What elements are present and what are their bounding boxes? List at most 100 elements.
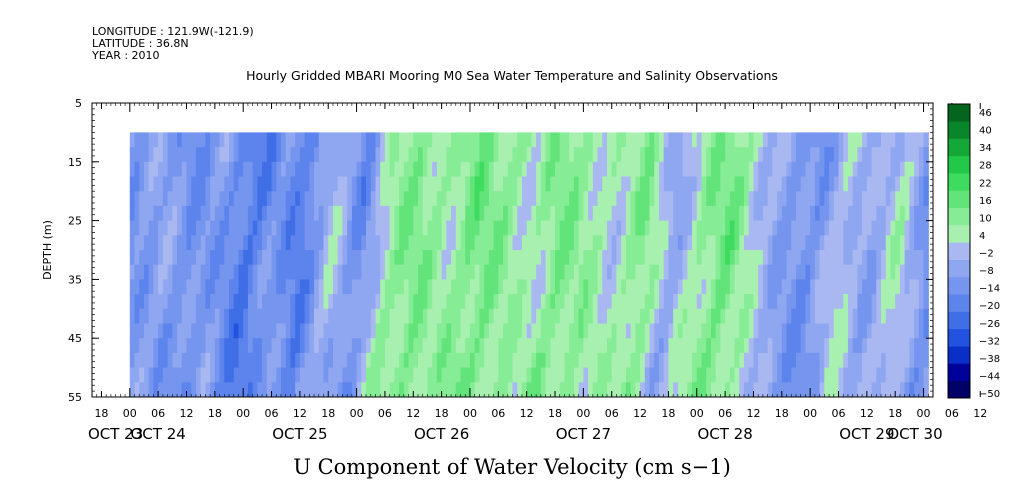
heatmap-cell — [318, 220, 325, 236]
heatmap-cell — [866, 367, 873, 383]
heatmap-cell — [673, 352, 679, 369]
heatmap-cell — [810, 250, 816, 266]
heatmap-cell — [347, 161, 353, 178]
heatmap-cell — [644, 176, 651, 192]
heatmap-cell — [318, 294, 325, 310]
x-tick-label: 18 — [661, 407, 675, 420]
heatmap-cell — [621, 250, 627, 266]
heatmap-cell — [337, 205, 344, 222]
heatmap-cell — [484, 382, 490, 397]
heatmap-cell — [276, 367, 282, 383]
heatmap-cell — [814, 308, 821, 325]
heatmap-cell — [909, 250, 915, 266]
heatmap-cell — [257, 147, 263, 163]
heatmap-cell — [484, 264, 490, 280]
heatmap-cell — [134, 176, 140, 192]
heatmap-cell — [923, 323, 929, 339]
heatmap-cell — [890, 235, 896, 251]
heatmap-cell — [526, 264, 532, 280]
heatmap-cell — [881, 132, 887, 148]
heatmap-cell — [418, 382, 424, 397]
heatmap-cell — [418, 250, 424, 266]
heatmap-cell — [177, 294, 183, 310]
heatmap-cell — [904, 323, 910, 339]
heatmap-cell — [380, 308, 386, 325]
heatmap-cell — [252, 147, 258, 163]
heatmap-cell — [247, 147, 254, 163]
heatmap-cell — [413, 279, 419, 295]
heatmap-cell — [550, 382, 556, 397]
heatmap-cell — [403, 191, 410, 207]
heatmap-cell — [366, 294, 372, 310]
heatmap-cell — [555, 250, 561, 266]
heatmap-cell — [640, 220, 646, 236]
heatmap-cell — [899, 220, 906, 236]
heatmap-cell — [162, 264, 169, 280]
heatmap-cell — [465, 323, 471, 339]
heatmap-cell — [824, 264, 830, 280]
heatmap-cell — [191, 264, 197, 280]
heatmap-cell — [252, 323, 258, 339]
heatmap-cell — [758, 352, 764, 369]
heatmap-cell — [857, 191, 863, 207]
heatmap-cell — [479, 338, 485, 354]
heatmap-cell — [219, 352, 225, 369]
heatmap-cell — [503, 250, 509, 266]
heatmap-cell — [167, 323, 173, 339]
heatmap-cell — [644, 382, 651, 397]
heatmap-cell — [403, 235, 410, 251]
heatmap-cell — [356, 323, 362, 339]
heatmap-cell — [451, 176, 457, 192]
heatmap-cell — [569, 132, 575, 148]
x-day-label: OCT 30 — [887, 425, 942, 443]
heatmap-cell — [219, 294, 225, 310]
heatmap-cell — [824, 250, 830, 266]
heatmap-cell — [720, 338, 726, 354]
heatmap-cell — [271, 308, 277, 325]
heatmap-cell — [200, 161, 206, 178]
colorbar-swatch — [948, 173, 970, 191]
x-tick-label: 12 — [293, 407, 307, 420]
heatmap-cell — [673, 382, 679, 397]
heatmap-cell — [673, 220, 679, 236]
heatmap-cell — [677, 264, 684, 280]
heatmap-cell — [753, 235, 759, 251]
heatmap-cell — [380, 235, 386, 251]
heatmap-cell — [342, 132, 348, 148]
heatmap-cell — [814, 147, 821, 163]
heatmap-cell — [772, 235, 778, 251]
heatmap-cell — [474, 264, 481, 280]
heatmap-cell — [829, 147, 835, 163]
heatmap-cell — [909, 191, 915, 207]
heatmap-cell — [739, 161, 745, 178]
heatmap-cell — [521, 132, 528, 148]
heatmap-cell — [446, 147, 452, 163]
heatmap-cell — [786, 250, 792, 266]
heatmap-cell — [876, 308, 882, 325]
heatmap-cell — [795, 161, 802, 178]
heatmap-cell — [720, 264, 726, 280]
heatmap-cell — [616, 250, 622, 266]
heatmap-cell — [361, 264, 367, 280]
heatmap-cell — [918, 205, 925, 222]
heatmap-cell — [838, 220, 844, 236]
heatmap-cell — [814, 294, 821, 310]
heatmap-cell — [356, 250, 362, 266]
heatmap-cell — [403, 147, 410, 163]
heatmap-cell — [918, 235, 925, 251]
heatmap-cell — [777, 338, 783, 354]
heatmap-cell — [465, 147, 471, 163]
heatmap-cell — [777, 279, 783, 295]
heatmap-cell — [247, 294, 254, 310]
heatmap-cell — [710, 279, 717, 295]
heatmap-cell — [531, 147, 537, 163]
heatmap-cell — [687, 191, 693, 207]
heatmap-cell — [422, 352, 429, 369]
heatmap-cell — [772, 205, 778, 222]
heatmap-cell — [881, 323, 887, 339]
heatmap-cell — [271, 132, 277, 148]
heatmap-cell — [625, 250, 632, 266]
heatmap-cell — [361, 132, 367, 148]
heatmap-cell — [847, 264, 854, 280]
heatmap-cell — [474, 220, 481, 236]
